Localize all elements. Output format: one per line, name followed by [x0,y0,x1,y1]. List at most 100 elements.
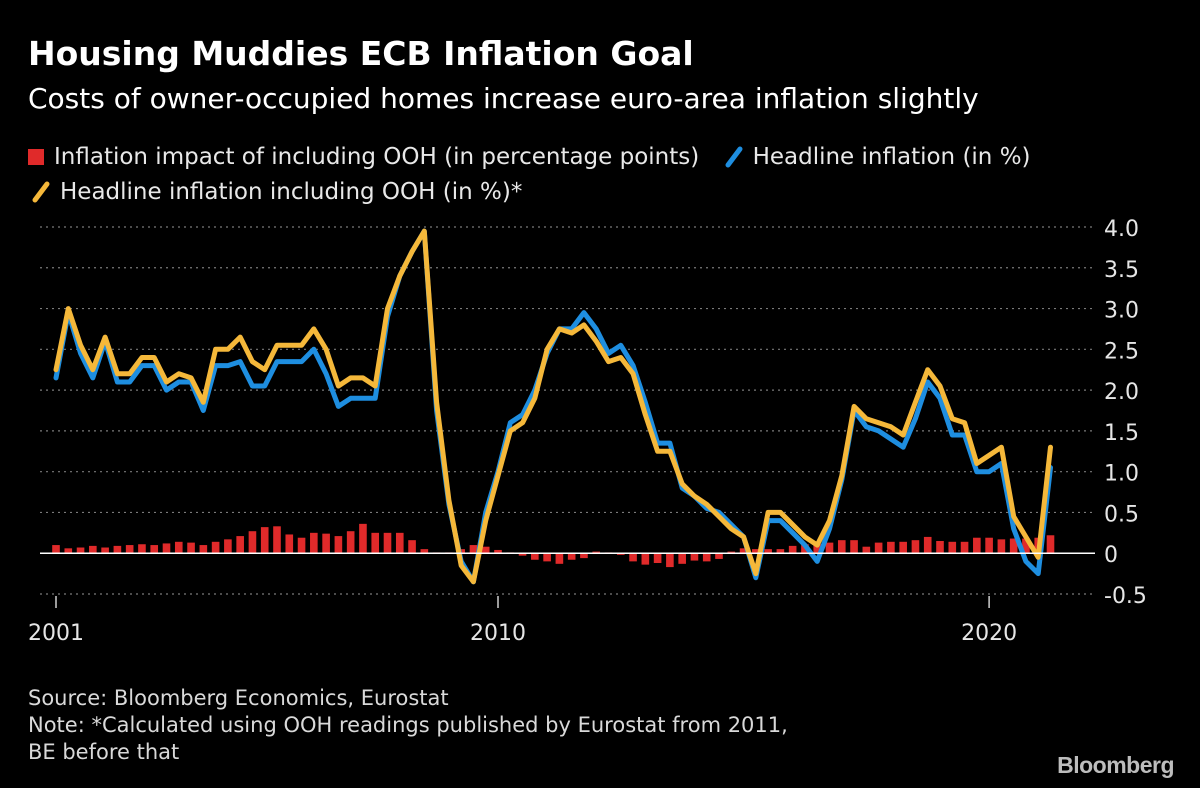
impact-bar [702,553,711,562]
impact-bar [531,553,539,560]
impact-bar [874,542,883,554]
impact-bar [334,536,343,554]
legend-swatch-impact [28,149,44,165]
impact-bar [395,532,404,554]
impact-bar [985,537,993,554]
impact-bar [260,527,269,554]
legend-item-headline-ooh: Headline inflation including OOH (in %)* [28,175,1150,210]
impact-bar [211,541,220,554]
impact-bar [973,537,981,554]
impact-bar [948,541,957,554]
impact-bar [297,537,306,554]
impact-bar [629,553,637,562]
impact-bar [653,553,662,564]
impact-bar [1009,538,1018,554]
legend-label-impact: Inflation impact of including OOH (in pe… [54,144,700,170]
impact-bar [322,533,330,554]
impact-bar [273,526,281,554]
impact-bar [224,539,232,554]
impact-bar [641,553,650,565]
legend-item-impact: Inflation impact of including OOH (in pe… [28,140,699,175]
y-tick-label: 2.0 [1104,380,1139,405]
note-text: Note: *Calculated using OOH readings pub… [28,713,788,764]
y-tick-label: 1.5 [1104,421,1139,446]
y-tick-label: 3.5 [1104,258,1139,283]
impact-bar [310,532,318,554]
impact-bar [174,541,183,554]
legend-label-headline-ooh: Headline inflation including OOH (in %)* [60,179,523,205]
headline-inflation-line [53,228,1053,585]
y-tick-label: 0.5 [1104,502,1139,527]
impact-bar [752,549,760,554]
impact-bar [862,546,871,554]
impact-bar [346,531,355,554]
impact-bar [64,548,73,554]
impact-bar [997,539,1006,554]
impact-bar [518,553,527,556]
impact-bar [138,544,146,554]
impact-bar [359,523,367,554]
impact-bar [887,541,895,554]
y-tick-label: 4.0 [1104,217,1139,242]
x-tick-label: 2020 [961,621,1017,646]
impact-bar [162,543,171,554]
impact-bar [1022,538,1030,554]
impact-bar [567,553,576,560]
source-notes: Source: Bloomberg Economics, Eurostat No… [28,685,788,766]
y-tick-label: 1.0 [1104,462,1139,487]
impact-bar [76,547,85,554]
y-tick-label: 0 [1104,543,1118,568]
legend: Inflation impact of including OOH (in pe… [28,140,1168,210]
impact-bar [739,548,748,554]
impact-bar [580,553,588,559]
impact-bar [236,536,244,554]
impact-bar [936,540,944,554]
impact-bar [788,545,797,554]
impact-bar [113,545,122,554]
impact-bar [850,540,858,554]
impact-bar [52,545,60,554]
x-tick-label: 2001 [28,621,84,646]
legend-swatch-headline [725,146,743,168]
x-tick-label: 2010 [470,621,526,646]
legend-item-headline: Headline inflation (in %) [725,140,1031,175]
impact-bar [678,553,686,564]
impact-bar [666,553,674,568]
y-tick-label: 3.0 [1104,299,1139,324]
impact-bar [187,542,195,554]
impact-bar [371,532,380,554]
bloomberg-logo: Bloomberg [1057,752,1174,778]
impact-bar [960,541,969,554]
legend-label-headline: Headline inflation (in %) [752,144,1031,170]
impact-bar [125,545,134,554]
impact-bar [555,553,564,564]
impact-bar [494,549,502,554]
impact-bar [248,531,257,554]
impact-bar [899,541,907,554]
impact-bar [727,551,736,554]
impact-bar [481,546,490,554]
source-text: Source: Bloomberg Economics, Eurostat [28,686,449,710]
impact-bar [911,540,920,554]
impact-bar [592,551,601,554]
impact-bar [923,536,932,554]
impact-bar [383,532,392,554]
impact-bar [690,553,699,561]
impact-bar [543,553,551,562]
impact-bar [199,545,208,554]
impact-bar [715,553,723,559]
headline-inflation-ooh-line [53,228,1053,585]
y-tick-label: -0.5 [1104,584,1147,609]
impact-bar [776,549,785,554]
chart-title: Housing Muddies ECB Inflation Goal [28,34,694,73]
impact-bar [764,549,772,554]
impact-bar [837,540,846,554]
impact-bar [408,540,416,554]
impact-bar [1046,535,1055,554]
impact-bar [813,544,822,554]
impact-bar [150,545,159,554]
impact-bar [616,553,625,555]
impact-bar [825,542,834,554]
impact-bar [469,545,478,554]
